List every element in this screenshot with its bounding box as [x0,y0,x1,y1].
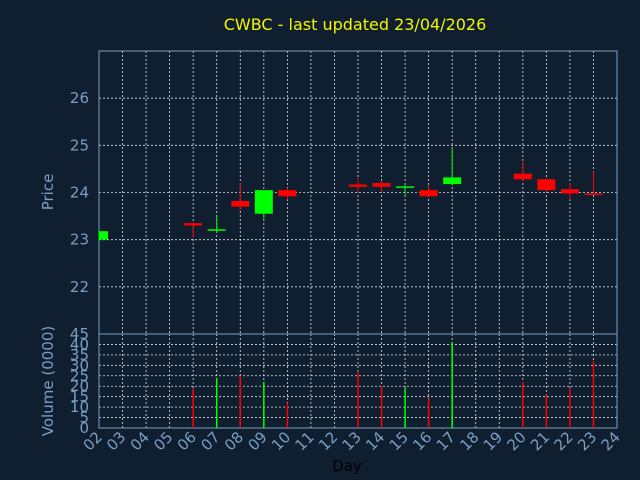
candle-body [231,200,250,207]
candle-body [254,190,273,214]
price-tick-label: 22 [70,278,89,296]
volume-tick-label: 45 [70,325,89,343]
price-tick-label: 25 [70,136,89,154]
volume-bar [357,371,359,428]
x-tick-label: 08 [221,428,247,454]
volume-bar [522,382,524,428]
x-tick-label: 24 [598,428,624,454]
x-tick-label: 12 [315,428,341,454]
price-panel: 22 23 24 25 26 [70,50,618,335]
volume-tick-label: 25 [70,367,89,385]
x-tick-label: 06 [174,428,200,454]
x-tick-label: 17 [433,428,459,454]
volume-bar [286,402,289,428]
x-axis-label: Day [332,457,362,475]
x-tick-label: 13 [339,428,365,454]
x-tick-label: 07 [197,428,223,454]
price-tick-label: 26 [70,89,89,107]
candle-body [537,179,556,191]
volume-tick-label: 30 [70,356,89,374]
x-tick-label: 21 [527,428,553,454]
x-tick-label: 03 [103,428,129,454]
volume-tick-label: 40 [70,335,89,353]
volume-tick-label: 10 [70,398,89,416]
candle-body [278,190,297,197]
chart-title: CWBC - last updated 23/04/2026 [224,15,487,34]
candle-body [443,177,462,185]
volume-tick-label: 5 [79,409,89,427]
x-tick-label: 23 [574,428,600,454]
price-axis-label: Price [39,174,57,211]
x-tick-label: 04 [127,428,153,454]
candle-body [99,231,108,240]
volume-bar [239,375,242,428]
x-tick-label: 05 [150,428,176,454]
volume-bar [263,382,265,428]
x-tick-label: 19 [480,428,506,454]
volume-bar [380,386,383,428]
volume-bar [427,398,430,428]
candle-body [349,184,367,187]
candle-body [372,183,391,187]
volume-bar [592,361,595,428]
x-tick-label: 16 [409,428,435,454]
candle-body [584,193,603,195]
volume-bar [215,377,218,428]
volume-bar [404,388,406,428]
volume-tick-label: 0 [79,419,89,437]
x-tick-label: 09 [244,428,270,454]
volume-bar [192,388,194,428]
x-tick-label: 18 [456,428,482,454]
candle-body [396,186,415,188]
volume-tick-label: 20 [70,377,89,395]
volume-axis-label: Volume (0000) [39,326,57,436]
volume-bar [451,342,453,428]
volume-tick-label: 15 [70,388,89,406]
volume-tick-label: 35 [70,346,89,364]
price-tick-label: 23 [70,231,89,249]
price-tick-label: 24 [70,184,89,202]
candle-body [560,189,579,194]
volume-bar [545,394,548,428]
x-tick-label: 22 [551,428,577,454]
candle-body [419,190,438,197]
volume-panel: 0510152025303540450203040506070809101112… [70,325,624,454]
x-tick-label: 11 [292,428,318,454]
x-tick-label: 14 [362,428,388,454]
x-tick-label: 10 [268,428,294,454]
candle-body [184,223,203,226]
volume-bar [569,388,571,428]
x-tick-label: 15 [386,428,412,454]
x-tick-label: 20 [503,428,529,454]
candle-body [207,229,226,231]
candle-body [513,173,532,180]
